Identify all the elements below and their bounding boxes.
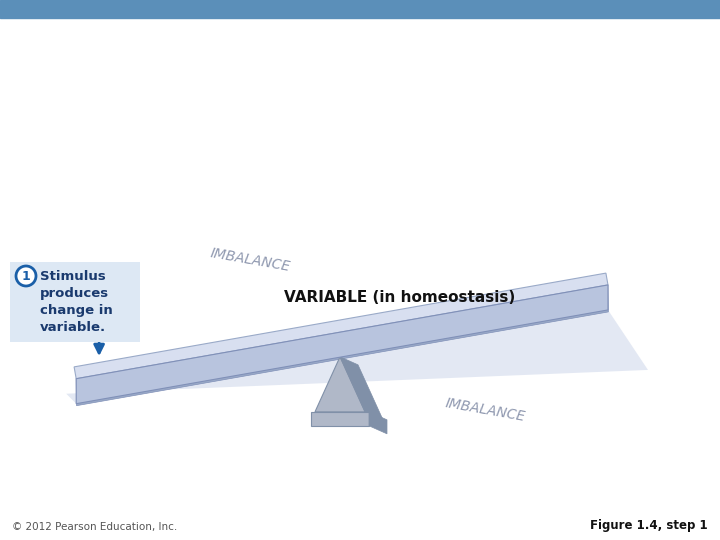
Text: © 2012 Pearson Education, Inc.: © 2012 Pearson Education, Inc. <box>12 522 177 532</box>
Polygon shape <box>76 285 608 404</box>
Text: Figure 1.4, step 1: Figure 1.4, step 1 <box>590 519 708 532</box>
Circle shape <box>16 266 36 286</box>
Text: Stimulus
produces
change in
variable.: Stimulus produces change in variable. <box>40 270 113 334</box>
Polygon shape <box>76 285 608 406</box>
Text: IMBALANCE: IMBALANCE <box>444 396 526 424</box>
FancyBboxPatch shape <box>10 262 140 342</box>
Text: 1: 1 <box>22 269 30 282</box>
Bar <box>0 0 720 18</box>
Polygon shape <box>66 310 648 404</box>
Bar <box>311 412 369 426</box>
Polygon shape <box>369 412 387 434</box>
Polygon shape <box>340 357 383 420</box>
Polygon shape <box>315 357 365 412</box>
Polygon shape <box>74 273 608 379</box>
Text: VARIABLE (in homeostasis): VARIABLE (in homeostasis) <box>284 290 516 305</box>
Text: IMBALANCE: IMBALANCE <box>209 246 291 274</box>
